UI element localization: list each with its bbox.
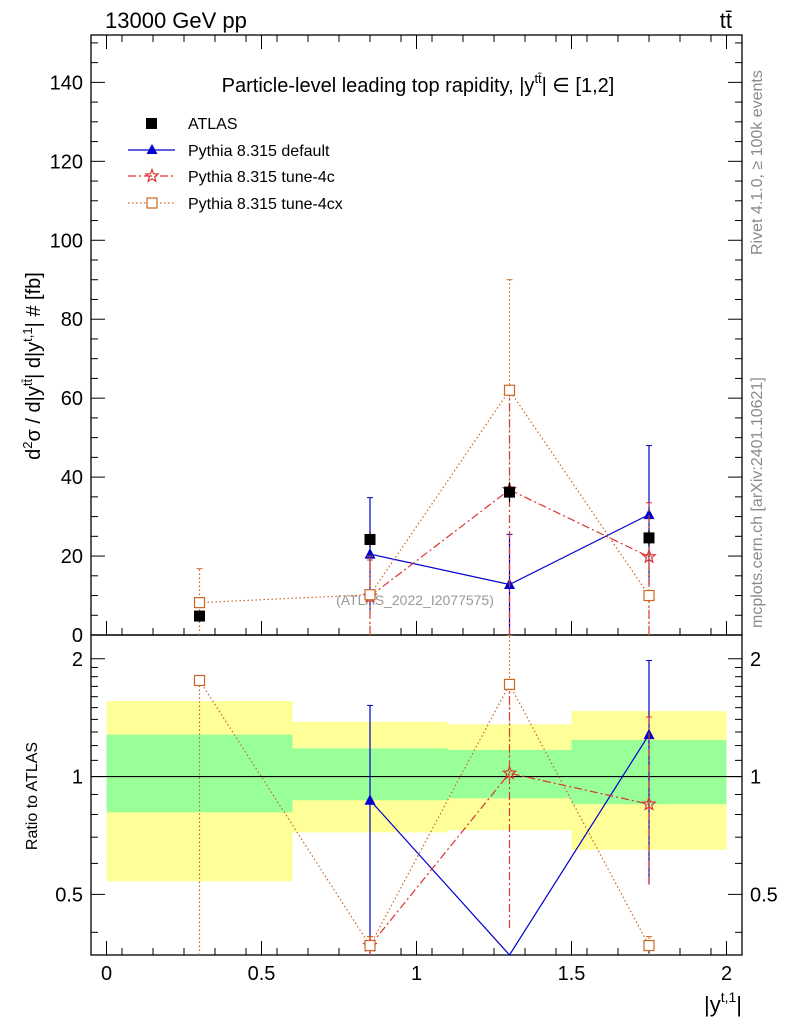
main-point-tune4cx [364,589,376,601]
main-line-tune4c [369,488,650,597]
legend-entry-atlas: ATLAS [146,116,238,133]
xtick-label: 1.5 [558,963,586,985]
rivet-label: Rivet 4.1.0, ≥ 100k events [749,70,766,255]
band-inner-0 [106,734,293,813]
band-inner-2 [447,749,572,799]
xtick-label: 0.5 [248,963,276,985]
ratio-point-tune4c [641,796,657,811]
main-line-tune4cx [199,389,650,604]
ratio-ytick-label: 2 [72,649,83,671]
ratio-point-tune4cx [643,939,655,952]
x-axis-label: |yt,1| [704,989,742,1017]
main-ytick-label: 80 [61,309,83,331]
xtick-label: 1 [411,963,422,985]
ratio-point-default [364,794,376,805]
main-ytick-label: 120 [50,151,83,173]
main-ytick-label: 140 [50,72,83,94]
main-ytick-label: 40 [61,467,83,489]
energy-label: 13000 GeV pp [105,8,247,33]
main-point-default [364,548,376,559]
main-point-default [643,508,655,520]
ratio-point-tune4c [501,765,518,780]
legend-label-tune4c: Pythia 8.315 tune-4c [188,169,335,186]
main-point-tune4cx [193,597,206,609]
mcplots-label: mcplots.cern.ch [arXiv:2401.10621] [749,377,766,628]
xtick-label: 2 [721,963,732,985]
ratio-bands [91,700,742,882]
ratio-ytick-label: 1 [72,767,83,789]
main-point-atlas [504,486,515,498]
ratio-ytick-label-right: 2 [750,649,761,671]
ratio-data [193,635,657,955]
legend-label-tune4cx: Pythia 8.315 tune-4cx [188,196,343,213]
process-label: tt̄ [720,8,732,33]
main-ytick-label: 0 [72,625,83,647]
main-point-atlas [194,610,205,622]
analysis-watermark: (ATLAS_2022_I2077575) [336,592,494,608]
main-point-tune4cx [503,384,516,396]
legend-entry-tune4c: Pythia 8.315 tune-4c [128,167,335,186]
main-point-atlas [364,533,376,545]
main-data [193,279,657,635]
ratio-point-tune4cx [364,939,376,952]
legend: ATLAS Pythia 8.315 default Pythia 8.315 … [128,116,343,213]
main-ytick-label: 20 [61,546,83,568]
legend-label-atlas: ATLAS [188,116,238,133]
main-point-atlas [643,532,655,544]
ratio-ytick-label-right: 1 [750,767,761,789]
main-y-axis-label: d2σ / d|ytt̄| d|yt,1| # [fb] [20,272,45,460]
ratio-point-tune4cx [503,678,516,690]
legend-entry-default: Pythia 8.315 default [128,143,330,160]
main-ytick-label: 60 [61,388,83,410]
legend-label-default: Pythia 8.315 default [188,143,330,160]
main-point-tune4c [641,548,657,564]
main-ytick-label: 100 [50,230,83,252]
ratio-y-axis-label: Ratio to ATLAS [24,742,41,850]
ratio-line-default [369,734,650,955]
plot-title: Particle-level leading top rapidity, |yt… [222,71,615,97]
xtick-label: 0 [101,963,112,985]
ratio-ytick-label: 0.5 [55,884,83,906]
main-point-tune4cx [643,589,655,602]
legend-entry-tune4cx: Pythia 8.315 tune-4cx [128,196,343,213]
ratio-point-tune4cx [193,674,206,687]
ratio-ytick-label-right: 0.5 [750,884,778,906]
